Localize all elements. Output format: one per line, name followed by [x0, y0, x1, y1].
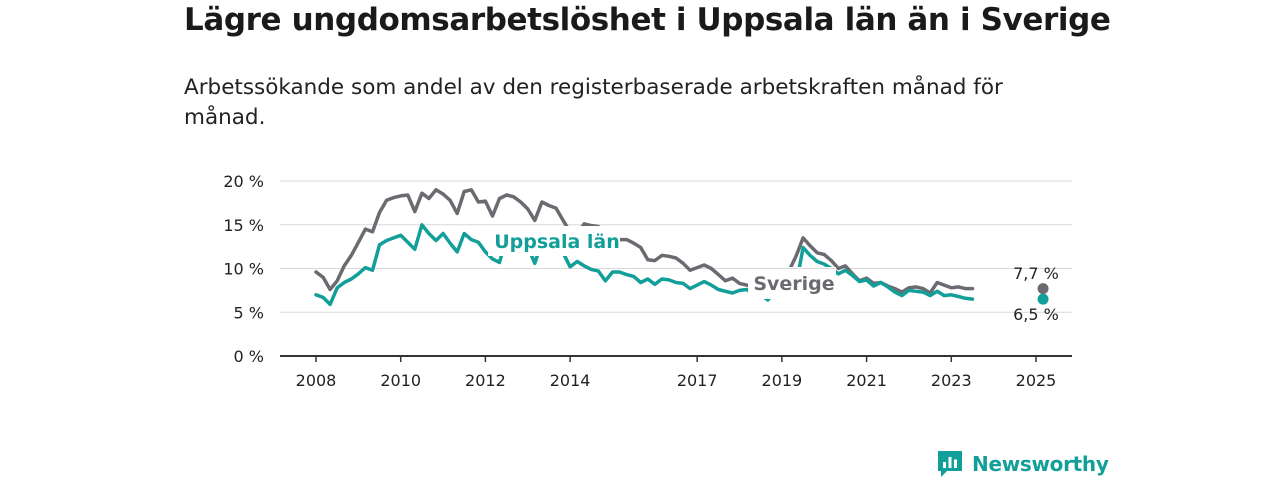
- x-tick-label: 2017: [677, 371, 718, 390]
- x-tick-label: 2014: [550, 371, 591, 390]
- x-tick-label: 2025: [1016, 371, 1057, 390]
- brand-logo[interactable]: Newsworthy: [936, 448, 1109, 480]
- x-tick-label: 2012: [465, 371, 506, 390]
- y-tick-label: 0 %: [234, 347, 264, 366]
- axis-layer: 0 % 5 % 10 % 15 % 20 % 2008 2010 2012 2014 2017 20…: [223, 172, 1072, 390]
- y-tick-label: 10 %: [223, 260, 264, 279]
- series-label-sverige: Sverige: [753, 273, 834, 295]
- newsworthy-logo-icon: [938, 451, 962, 477]
- series-line-uppsala: [314, 223, 975, 307]
- x-tick-label: 2010: [380, 371, 421, 390]
- y-tick-label: 20 %: [223, 172, 264, 191]
- chart-title: Lägre ungdomsarbetslöshet i Uppsala län …: [184, 2, 1111, 38]
- chart-subtitle: Arbetssökande som andel av den registerb…: [184, 75, 1003, 130]
- label-layer: 7,7 % 6,5 % Uppsala län Sverige: [494, 231, 1059, 324]
- brand-name: Newsworthy: [972, 452, 1109, 476]
- series-lines: [314, 188, 975, 307]
- y-tick-label: 15 %: [223, 216, 264, 235]
- line-chart: 0 % 5 % 10 % 15 % 20 % 2008 2010 2012 2014 2017 20…: [223, 172, 1072, 390]
- series-layer: [314, 188, 975, 307]
- x-tick-label: 2019: [762, 371, 803, 390]
- end-label-sverige: 7,7 %: [1013, 264, 1059, 283]
- end-point-uppsala: [1037, 293, 1049, 305]
- end-label-uppsala: 6,5 %: [1013, 305, 1059, 324]
- y-tick-label: 5 %: [234, 303, 264, 322]
- x-tick-label: 2008: [296, 371, 337, 390]
- grid-layer: [280, 180, 1072, 313]
- x-tick-label: 2023: [931, 371, 972, 390]
- x-tick-label: 2021: [846, 371, 887, 390]
- series-label-uppsala: Uppsala län: [494, 231, 620, 253]
- end-point-sverige: [1037, 283, 1049, 295]
- series-line-sverige: [314, 188, 975, 295]
